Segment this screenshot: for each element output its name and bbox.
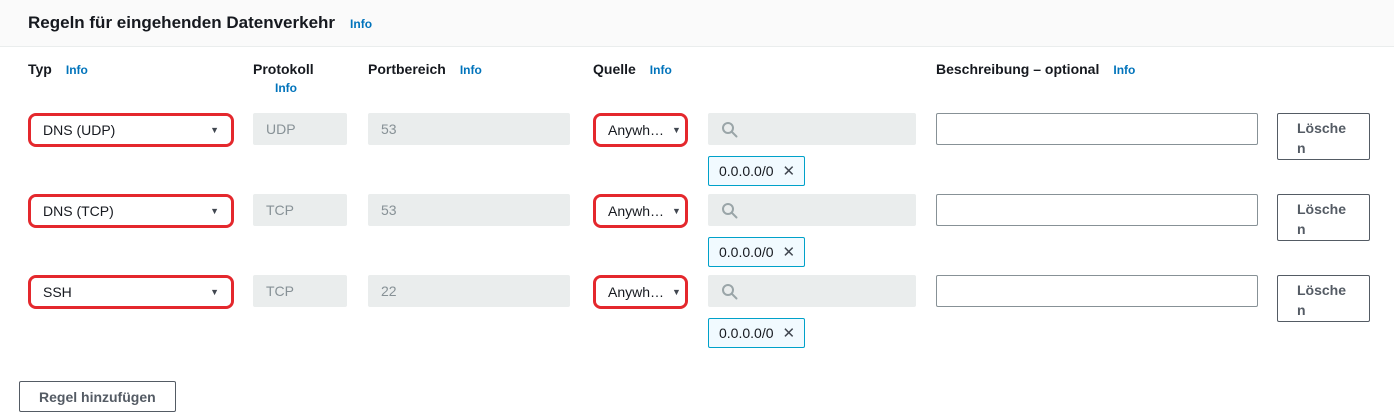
source-cidr-value: 0.0.0.0/0: [719, 163, 774, 179]
port-range-value: 53: [381, 202, 397, 218]
chevron-down-icon: ▼: [210, 206, 219, 216]
source-search-input[interactable]: [708, 113, 916, 145]
column-label-quelle: Quelle: [593, 61, 636, 77]
type-select-value: DNS (TCP): [43, 203, 114, 219]
source-type-select[interactable]: Anywh… ▼: [596, 197, 685, 225]
type-select[interactable]: SSH ▼: [31, 278, 231, 306]
remove-token-icon[interactable]: ✕: [782, 162, 796, 180]
port-range-field: 53: [368, 113, 570, 145]
protocol-field: TCP: [253, 275, 347, 307]
rule-row-ssh: SSH ▼ TCP 22 Anywh… ▼: [28, 275, 1394, 348]
column-header-row: Typ Info Protokoll Info Portbereich Info…: [28, 61, 1394, 96]
source-type-value: Anywh…: [608, 122, 665, 138]
type-select[interactable]: DNS (TCP) ▼: [31, 197, 231, 225]
port-range-value: 22: [381, 283, 397, 299]
type-highlight-annotation: SSH ▼: [28, 275, 234, 309]
typ-info-link[interactable]: Info: [65, 63, 88, 77]
beschreibung-info-link[interactable]: Info: [1113, 63, 1136, 77]
search-icon: [722, 202, 738, 218]
protokoll-info-link[interactable]: Info: [275, 81, 297, 95]
source-type-select[interactable]: Anywh… ▼: [596, 278, 685, 306]
protocol-value: TCP: [266, 283, 294, 299]
protocol-value: TCP: [266, 202, 294, 218]
chevron-down-icon: ▼: [210, 125, 219, 135]
portbereich-info-link[interactable]: Info: [459, 63, 482, 77]
panel-title: Regeln für eingehenden Datenverkehr: [28, 13, 336, 32]
search-icon: [722, 121, 738, 137]
source-highlight-annotation: Anywh… ▼: [593, 113, 688, 147]
search-icon: [722, 283, 738, 299]
delete-rule-button[interactable]: Löschen: [1277, 275, 1370, 322]
delete-rule-button[interactable]: Löschen: [1277, 113, 1370, 160]
type-select-value: SSH: [43, 284, 72, 300]
chevron-down-icon: ▼: [672, 206, 681, 216]
panel-header: Regeln für eingehenden Datenverkehr Info: [0, 0, 1394, 47]
protocol-value: UDP: [266, 121, 296, 137]
port-range-value: 53: [381, 121, 397, 137]
chevron-down-icon: ▼: [672, 287, 681, 297]
source-highlight-annotation: Anywh… ▼: [593, 194, 688, 228]
description-input[interactable]: [936, 194, 1258, 226]
source-search-input[interactable]: [708, 194, 916, 226]
type-select[interactable]: DNS (UDP) ▼: [31, 116, 231, 144]
source-type-value: Anywh…: [608, 284, 665, 300]
port-range-field: 22: [368, 275, 570, 307]
source-cidr-value: 0.0.0.0/0: [719, 244, 774, 260]
column-label-typ: Typ: [28, 61, 52, 77]
quelle-info-link[interactable]: Info: [649, 63, 672, 77]
source-search-input[interactable]: [708, 275, 916, 307]
source-cidr-token: 0.0.0.0/0 ✕: [708, 318, 806, 348]
rule-row-dns-tcp: DNS (TCP) ▼ TCP 53 Anywh… ▼: [28, 194, 1394, 267]
type-select-value: DNS (UDP): [43, 122, 116, 138]
source-type-select[interactable]: Anywh… ▼: [596, 116, 685, 144]
add-rule-button[interactable]: Regel hinzufügen: [19, 381, 176, 412]
type-highlight-annotation: DNS (TCP) ▼: [28, 194, 234, 228]
column-label-portbereich: Portbereich: [368, 61, 446, 77]
type-highlight-annotation: DNS (UDP) ▼: [28, 113, 234, 147]
protocol-field: TCP: [253, 194, 347, 226]
description-input[interactable]: [936, 113, 1258, 145]
protocol-field: UDP: [253, 113, 347, 145]
source-cidr-value: 0.0.0.0/0: [719, 325, 774, 341]
source-type-value: Anywh…: [608, 203, 665, 219]
description-input[interactable]: [936, 275, 1258, 307]
panel-info-link[interactable]: Info: [350, 17, 373, 31]
delete-rule-button[interactable]: Löschen: [1277, 194, 1370, 241]
column-label-protokoll: Protokoll: [253, 61, 314, 77]
chevron-down-icon: ▼: [210, 287, 219, 297]
remove-token-icon[interactable]: ✕: [782, 324, 796, 342]
source-cidr-token: 0.0.0.0/0 ✕: [708, 237, 806, 267]
remove-token-icon[interactable]: ✕: [782, 243, 796, 261]
rule-row-dns-udp: DNS (UDP) ▼ UDP 53 Anywh… ▼: [28, 113, 1394, 186]
source-cidr-token: 0.0.0.0/0 ✕: [708, 156, 806, 186]
rules-list: DNS (UDP) ▼ UDP 53 Anywh… ▼: [0, 113, 1394, 348]
source-highlight-annotation: Anywh… ▼: [593, 275, 688, 309]
column-label-beschreibung: Beschreibung – optional: [936, 61, 1100, 77]
port-range-field: 53: [368, 194, 570, 226]
chevron-down-icon: ▼: [672, 125, 681, 135]
